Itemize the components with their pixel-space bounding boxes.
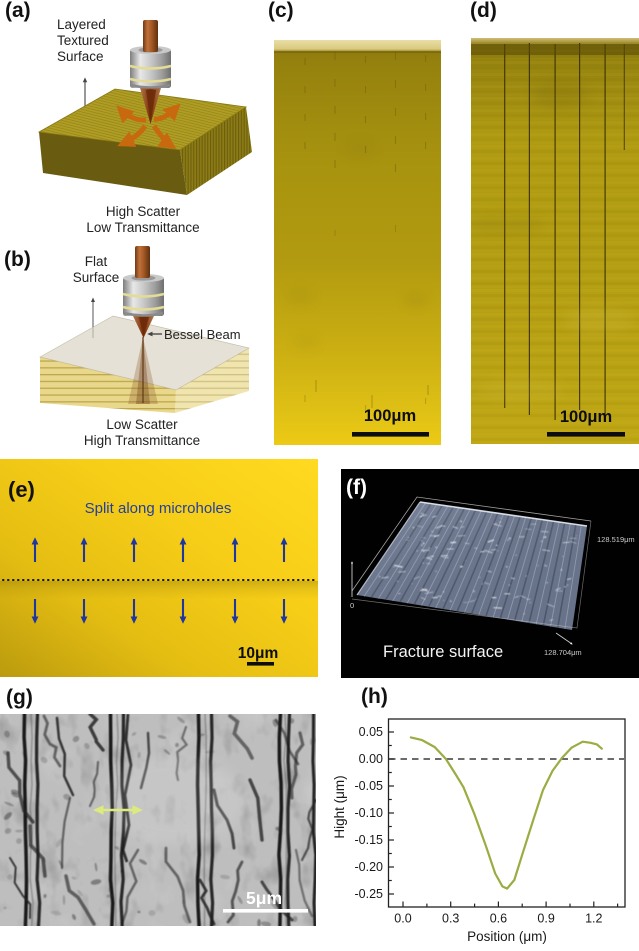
- svg-text:High Transmittance: High Transmittance: [84, 433, 200, 448]
- svg-text:Surface: Surface: [57, 49, 104, 64]
- svg-text:0.9: 0.9: [537, 912, 554, 926]
- svg-text:(d): (d): [470, 0, 497, 22]
- svg-text:Position (μm): Position (μm): [467, 929, 547, 944]
- svg-text:128.519μm: 128.519μm: [597, 535, 635, 544]
- svg-text:Textured: Textured: [57, 33, 109, 48]
- svg-text:Low Scatter: Low Scatter: [106, 417, 178, 432]
- svg-text:(e): (e): [8, 477, 35, 502]
- svg-text:-0.15: -0.15: [355, 833, 384, 847]
- svg-text:100μm: 100μm: [560, 408, 612, 426]
- svg-text:Split along microholes: Split along microholes: [85, 500, 232, 517]
- svg-text:100μm: 100μm: [364, 407, 416, 425]
- svg-text:-0.20: -0.20: [355, 860, 384, 874]
- svg-text:128.704μm: 128.704μm: [544, 648, 582, 657]
- svg-text:Low Transmittance: Low Transmittance: [86, 220, 199, 235]
- svg-text:Fracture surface: Fracture surface: [383, 643, 503, 661]
- svg-text:Bessel Beam: Bessel Beam: [164, 327, 241, 342]
- svg-text:(h): (h): [361, 685, 388, 708]
- svg-text:1.2: 1.2: [585, 912, 602, 926]
- svg-text:Layered: Layered: [57, 17, 106, 32]
- svg-text:-0.05: -0.05: [355, 779, 384, 793]
- svg-text:(b): (b): [4, 248, 31, 271]
- svg-text:0: 0: [350, 601, 354, 610]
- svg-text:Surface: Surface: [73, 270, 120, 285]
- svg-text:0.05: 0.05: [359, 725, 383, 739]
- svg-text:(c): (c): [268, 0, 294, 22]
- svg-text:-0.10: -0.10: [355, 806, 384, 820]
- svg-text:0.0: 0.0: [394, 912, 411, 926]
- svg-text:0.6: 0.6: [490, 912, 507, 926]
- svg-text:0.00: 0.00: [359, 752, 383, 766]
- svg-text:5μm: 5μm: [246, 888, 282, 908]
- svg-text:Flat: Flat: [85, 254, 108, 269]
- svg-text:(a): (a): [5, 0, 31, 22]
- svg-text:(f): (f): [346, 476, 367, 499]
- svg-text:0.3: 0.3: [442, 912, 459, 926]
- svg-text:10μm: 10μm: [238, 645, 279, 662]
- svg-text:(g): (g): [6, 686, 33, 709]
- svg-text:High Scatter: High Scatter: [106, 204, 181, 219]
- svg-text:-0.25: -0.25: [355, 887, 384, 901]
- svg-text:Hight (μm): Hight (μm): [332, 775, 347, 838]
